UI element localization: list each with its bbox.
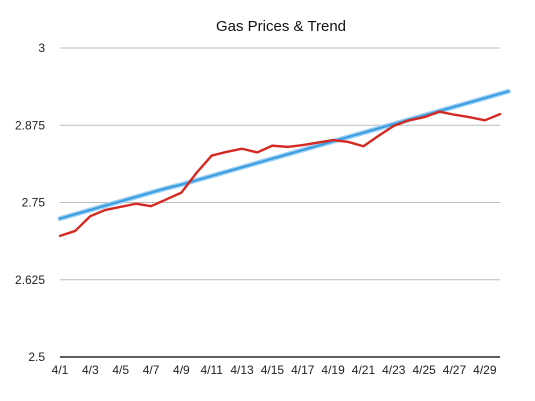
x-tick-label: 4/5 — [112, 363, 129, 377]
x-tick-label: 4/3 — [82, 363, 99, 377]
x-tick-label: 4/7 — [143, 363, 160, 377]
trend-line — [58, 90, 510, 220]
x-tick-label: 4/13 — [230, 363, 254, 377]
x-tick-label: 4/21 — [352, 363, 376, 377]
x-tick-label: 4/17 — [291, 363, 315, 377]
x-tick-label: 4/23 — [382, 363, 406, 377]
x-tick-label: 4/11 — [200, 363, 223, 377]
x-tick-label: 4/27 — [443, 363, 467, 377]
x-axis-ticks: 4/1 4/3 4/5 4/7 4/9 4/11 4/13 4/15 4/17 4/19 4/21 4… — [52, 363, 497, 377]
x-tick-label: 4/25 — [412, 363, 436, 377]
x-tick-label: 4/19 — [321, 363, 345, 377]
y-tick-label: 3 — [38, 41, 45, 55]
x-tick-label: 4/9 — [173, 363, 190, 377]
y-tick-label: 2.75 — [22, 196, 46, 210]
chart-title: Gas Prices & Trend — [216, 18, 346, 35]
gas-price-line — [58, 110, 502, 238]
series-lines — [57, 88, 511, 238]
grid-lines — [60, 47, 500, 281]
y-tick-label: 2.625 — [15, 273, 45, 287]
y-tick-label: 2.5 — [28, 350, 45, 364]
x-tick-label: 4/15 — [261, 363, 285, 377]
x-tick-label: 4/29 — [473, 363, 497, 377]
y-axis-ticks: 2.5 2.625 2.75 2.875 3 — [15, 41, 45, 364]
x-tick-label: 4/1 — [52, 363, 69, 377]
y-tick-label: 2.875 — [15, 118, 45, 132]
